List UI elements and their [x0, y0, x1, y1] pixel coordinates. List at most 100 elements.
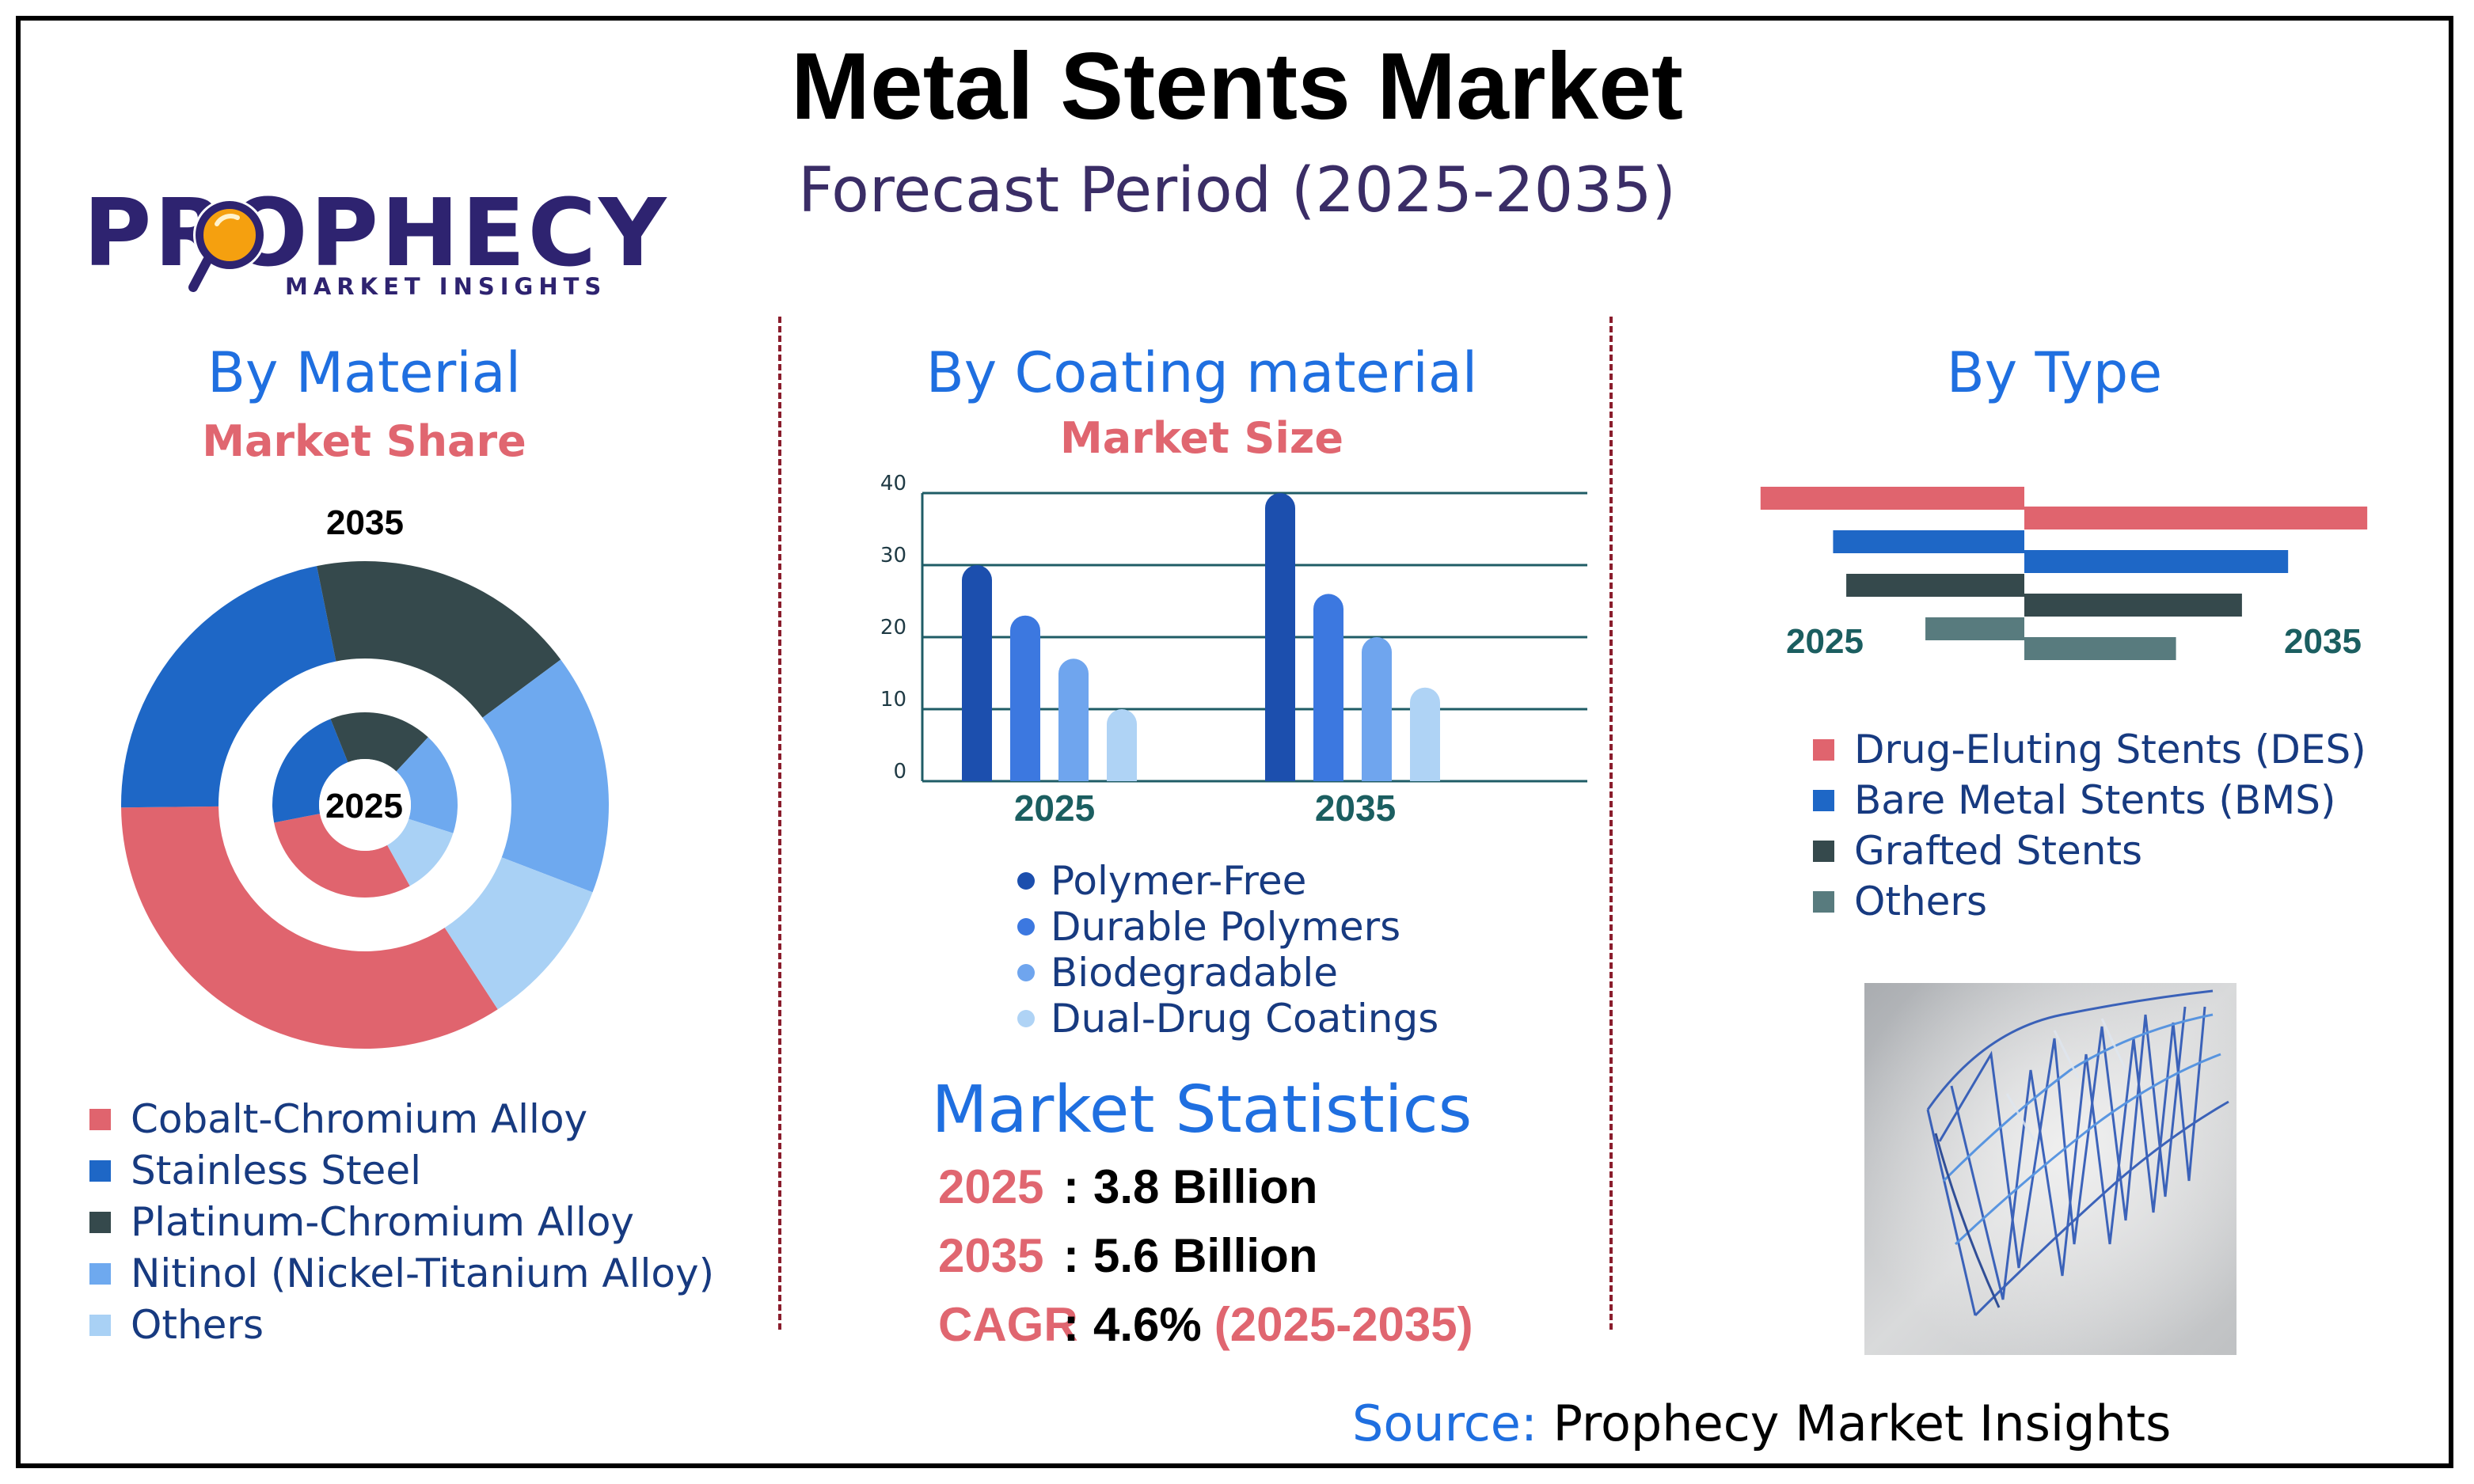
legend-swatch	[89, 1314, 111, 1336]
type-legend-item: Bare Metal Stents (BMS)	[1813, 777, 2336, 823]
legend-swatch	[1017, 918, 1035, 936]
type-bar-2035-others	[2024, 637, 2176, 660]
stat-value: 4.6%	[1093, 1298, 1202, 1351]
donut-outer-year-label: 2035	[326, 503, 404, 542]
legend-swatch	[1813, 789, 1834, 811]
legend-label: Nitinol (Nickel-Titanium Alloy)	[131, 1251, 715, 1296]
material-donut-chart: 2035 2025	[121, 503, 610, 1049]
infographic-frame	[16, 16, 2453, 1468]
type-bar-2025-others	[1925, 617, 2024, 640]
legend-label: Durable Polymers	[1051, 904, 1401, 950]
bar-biodegradable-2035	[1362, 637, 1392, 781]
legend-swatch	[1813, 738, 1834, 761]
type-title: By Type	[1946, 340, 2163, 405]
legend-label: Bare Metal Stents (BMS)	[1854, 777, 2336, 823]
stat-separator: :	[1063, 1160, 1079, 1213]
legend-swatch	[1813, 840, 1834, 862]
donut-center	[319, 759, 411, 851]
legend-label: Others	[1854, 879, 1988, 924]
material-legend-item: Cobalt-Chromium Alloy	[89, 1096, 587, 1142]
donut-inner-ring	[272, 712, 458, 898]
magnifier-icon	[188, 199, 266, 292]
x-category-label: 2025	[1014, 788, 1095, 829]
bar-biodegradable-2025	[1058, 659, 1089, 781]
stat-separator: :	[1063, 1229, 1079, 1282]
bar-durable-polymers-2025	[1010, 615, 1040, 781]
source-label: Source:	[1352, 1395, 1537, 1452]
y-tick-label: 30	[880, 544, 906, 567]
type-left-year-label: 2025	[1786, 622, 1864, 661]
y-tick-label: 20	[880, 616, 906, 640]
legend-label: Biodegradable	[1051, 950, 1338, 996]
legend-label: Polymer-Free	[1051, 858, 1307, 904]
type-bar-2035-drug-eluting-stents-des	[2024, 507, 2368, 529]
type-bars	[1760, 487, 2368, 660]
legend-swatch	[1017, 872, 1035, 890]
material-legend-item: Nitinol (Nickel-Titanium Alloy)	[89, 1251, 714, 1296]
legend-label: Others	[131, 1302, 264, 1348]
legend-label: Drug-Eluting Stents (DES)	[1854, 727, 2366, 772]
section-divider-left	[778, 317, 781, 1330]
y-tick-label: 0	[893, 760, 906, 784]
type-bar-2025-drug-eluting-stents-des	[1760, 487, 2024, 510]
coating-bar-chart: 0 10 20 30 40 2025 2035	[880, 472, 1587, 829]
bar-x-axis-labels: 2025 2035	[1014, 788, 1396, 829]
logo-wordmark: PROPHECY	[83, 178, 669, 287]
section-divider-right	[1609, 317, 1613, 1330]
coating-legend-item: Dual-Drug Coatings	[1017, 996, 1438, 1042]
bar-durable-polymers-2035	[1313, 594, 1343, 781]
donut-outer-ring	[121, 561, 610, 1049]
type-bar-2025-grafted-stents	[1846, 574, 2024, 597]
legend-swatch	[1813, 890, 1834, 913]
page-subtitle: Forecast Period (2025-2035)	[798, 155, 1676, 226]
donut-2035-slice-nitinol-nickel-titanium-alloy	[482, 659, 610, 893]
type-diverging-bar-chart: 2025 2035	[1760, 487, 2368, 661]
source-line: Source: Prophecy Market Insights	[1352, 1395, 2171, 1452]
donut-2025-slice-cobalt-chromium-alloy	[274, 814, 410, 898]
logo-tagline: MARKET INSIGHTS	[285, 273, 607, 300]
stat-row: 2035:5.6 Billion	[938, 1228, 1330, 1283]
donut-2025-slice-others	[387, 818, 454, 886]
donut-2035-slice-others	[444, 857, 593, 1010]
stat-value: 3.8 Billion	[1093, 1160, 1318, 1213]
donut-inner-year-label: 2025	[325, 787, 403, 825]
stat-label: 2025	[938, 1160, 1044, 1213]
y-tick-label: 40	[880, 472, 906, 495]
coating-legend-item: Biodegradable	[1017, 950, 1338, 996]
stat-value: 5.6 Billion	[1093, 1229, 1318, 1282]
bar-series	[962, 493, 1440, 781]
type-legend-item: Grafted Stents	[1813, 828, 2142, 874]
y-tick-label: 10	[880, 688, 906, 712]
source-text: Prophecy Market Insights	[1552, 1395, 2172, 1452]
material-legend-item: Others	[89, 1302, 264, 1348]
legend-swatch	[89, 1262, 111, 1285]
stat-label: 2035	[938, 1229, 1044, 1282]
donut-2035-slice-platinum-chromium-alloy	[317, 561, 561, 718]
stent-image	[1864, 983, 2236, 1355]
coating-legend-item: Polymer-Free	[1017, 858, 1306, 904]
legend-label: Cobalt-Chromium Alloy	[131, 1096, 588, 1142]
type-legend-item: Drug-Eluting Stents (DES)	[1813, 727, 2366, 772]
stat-label: CAGR	[938, 1298, 1078, 1351]
material-title: By Material	[207, 340, 522, 405]
type-bar-2035-bare-metal-stents-bms	[2024, 550, 2289, 573]
type-bar-2035-grafted-stents	[2024, 594, 2242, 617]
stat-separator: :	[1063, 1298, 1079, 1351]
legend-swatch	[89, 1159, 111, 1182]
coating-legend-item: Durable Polymers	[1017, 904, 1400, 950]
type-right-year-label: 2035	[2284, 622, 2362, 661]
legend-swatch	[89, 1211, 111, 1233]
legend-label: Platinum-Chromium Alloy	[131, 1199, 635, 1245]
legend-swatch	[1017, 1010, 1035, 1027]
stat-extra: (2025-2035)	[1214, 1298, 1473, 1351]
donut-2025-slice-stainless-steel	[272, 719, 348, 823]
material-legend-item: Stainless Steel	[89, 1148, 421, 1194]
legend-swatch	[1017, 964, 1035, 981]
donut-2025-slice-nitinol-nickel-titanium-alloy	[396, 737, 458, 833]
material-subtitle: Market Share	[202, 416, 526, 466]
bar-polymer-free-2035	[1265, 493, 1295, 781]
type-bar-2025-bare-metal-stents-bms	[1833, 530, 2024, 553]
coating-title: By Coating material	[925, 340, 1478, 405]
x-category-label: 2035	[1315, 788, 1396, 829]
donut-2025-slice-platinum-chromium-alloy	[330, 712, 428, 772]
